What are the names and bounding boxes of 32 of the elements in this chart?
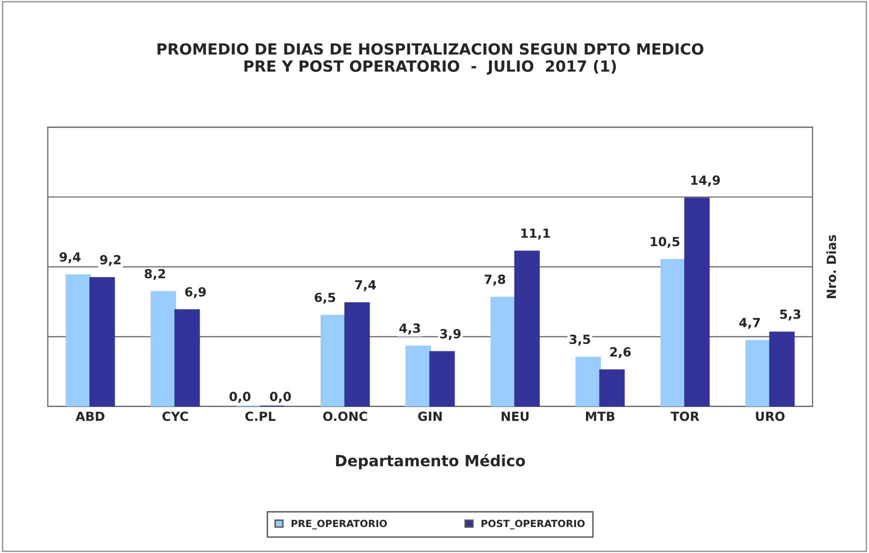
data-label: 8,2 <box>144 268 166 280</box>
data-label: 6,5 <box>314 292 336 304</box>
x-tick-label: NEU <box>502 412 529 421</box>
legend-label: POST_OPERATORIO <box>482 520 585 530</box>
data-label: 3,5 <box>570 334 590 346</box>
x-tick-label: O.ONC <box>323 412 368 421</box>
data-label: 3,9 <box>440 329 461 340</box>
data-label: 7,4 <box>355 280 376 292</box>
data-label: 4,3 <box>399 323 420 334</box>
data-label: 10,5 <box>650 236 680 248</box>
x-tick-label: MTB <box>586 412 614 421</box>
data-label: 11,1 <box>521 228 550 240</box>
data-label: 14,9 <box>691 175 720 186</box>
data-label: 0,0 <box>270 392 291 403</box>
data-label: 9,2 <box>100 255 120 266</box>
x-tick-label: TOR <box>670 412 700 421</box>
x-tick-label: C.PL <box>245 412 276 421</box>
data-label: 7,8 <box>484 274 506 286</box>
data-label: 9,4 <box>60 252 81 264</box>
data-label: 6,9 <box>185 287 206 298</box>
x-axis-title: Departamento Médico <box>336 454 525 470</box>
data-label: 2,6 <box>610 347 631 358</box>
x-tick-label: ABD <box>76 412 104 421</box>
x-tick-label: CYC <box>162 412 188 421</box>
data-label: 5,3 <box>780 309 800 321</box>
data-label: 0,0 <box>230 392 250 403</box>
legend-label: PRE_OPERATORIO <box>292 520 387 530</box>
data-label: 4,7 <box>739 318 760 329</box>
chart-title: PROMEDIO DE DIAS DE HOSPITALIZACION SEGUN DPTO MEDICO PRE Y POST OPERATORIO - JULIO 2017 (1) <box>158 43 704 75</box>
x-tick-label: GIN <box>418 412 442 421</box>
x-tick-label: URO <box>756 412 785 421</box>
y-axis-title: Nro. Dias <box>826 234 836 298</box>
